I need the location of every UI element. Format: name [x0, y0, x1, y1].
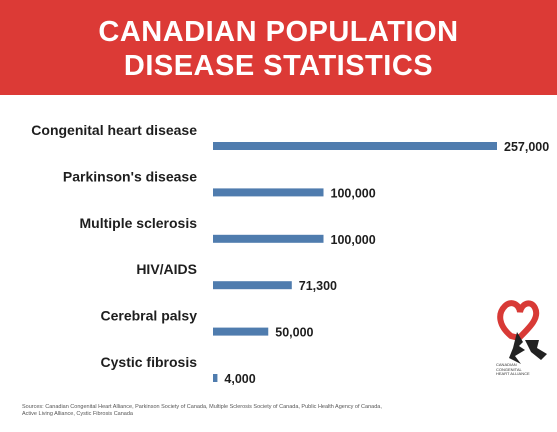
sources-line-1: Sources: Canadian Congenital Heart Allia… [22, 404, 382, 410]
value-label: 4,000 [224, 372, 255, 386]
bar-chart: Congenital heart disease 257,000 Parkinson… [31, 122, 549, 386]
category-label: Congenital heart disease [31, 122, 197, 138]
sources-line-2: Active Living Alliance, Cystic Fibrosis … [22, 411, 133, 417]
category-label: Parkinson's disease [63, 168, 197, 184]
chart-title-line-2: DISEASE STATISTICS [123, 50, 434, 82]
bar [213, 374, 218, 382]
value-label: 100,000 [331, 186, 376, 200]
value-label: 71,300 [299, 279, 337, 293]
logo-text-line-2: CONGENITAL [496, 366, 522, 372]
sources-note: Sources: Canadian Congenital Heart Allia… [22, 404, 542, 418]
category-label: Cerebral palsy [101, 308, 198, 324]
bar [213, 142, 497, 150]
value-label: 100,000 [331, 233, 376, 247]
bar [213, 188, 324, 197]
heart-logo-icon [497, 300, 547, 364]
bar [213, 281, 292, 290]
logo-text: CANADIAN CONGENITAL HEART ALLIANCE [496, 362, 538, 377]
value-label: 257,000 [504, 140, 549, 154]
bar [213, 234, 324, 243]
title-banner: CANADIAN POPULATION DISEASE STATISTICS [0, 0, 557, 95]
category-label: Cystic fibrosis [101, 354, 198, 370]
category-label: Multiple sclerosis [80, 215, 198, 231]
logo-text-line-1: CANADIAN [496, 362, 517, 367]
value-label: 50,000 [275, 326, 313, 340]
canadian-congenital-heart-alliance-logo: CANADIAN CONGENITAL HEART ALLIANCE [495, 290, 557, 395]
bar [213, 327, 269, 336]
chart-title-line-1: CANADIAN POPULATION [98, 16, 459, 48]
logo-text-line-3: HEART ALLIANCE [496, 371, 530, 376]
category-label: HIV/AIDS [136, 261, 197, 277]
